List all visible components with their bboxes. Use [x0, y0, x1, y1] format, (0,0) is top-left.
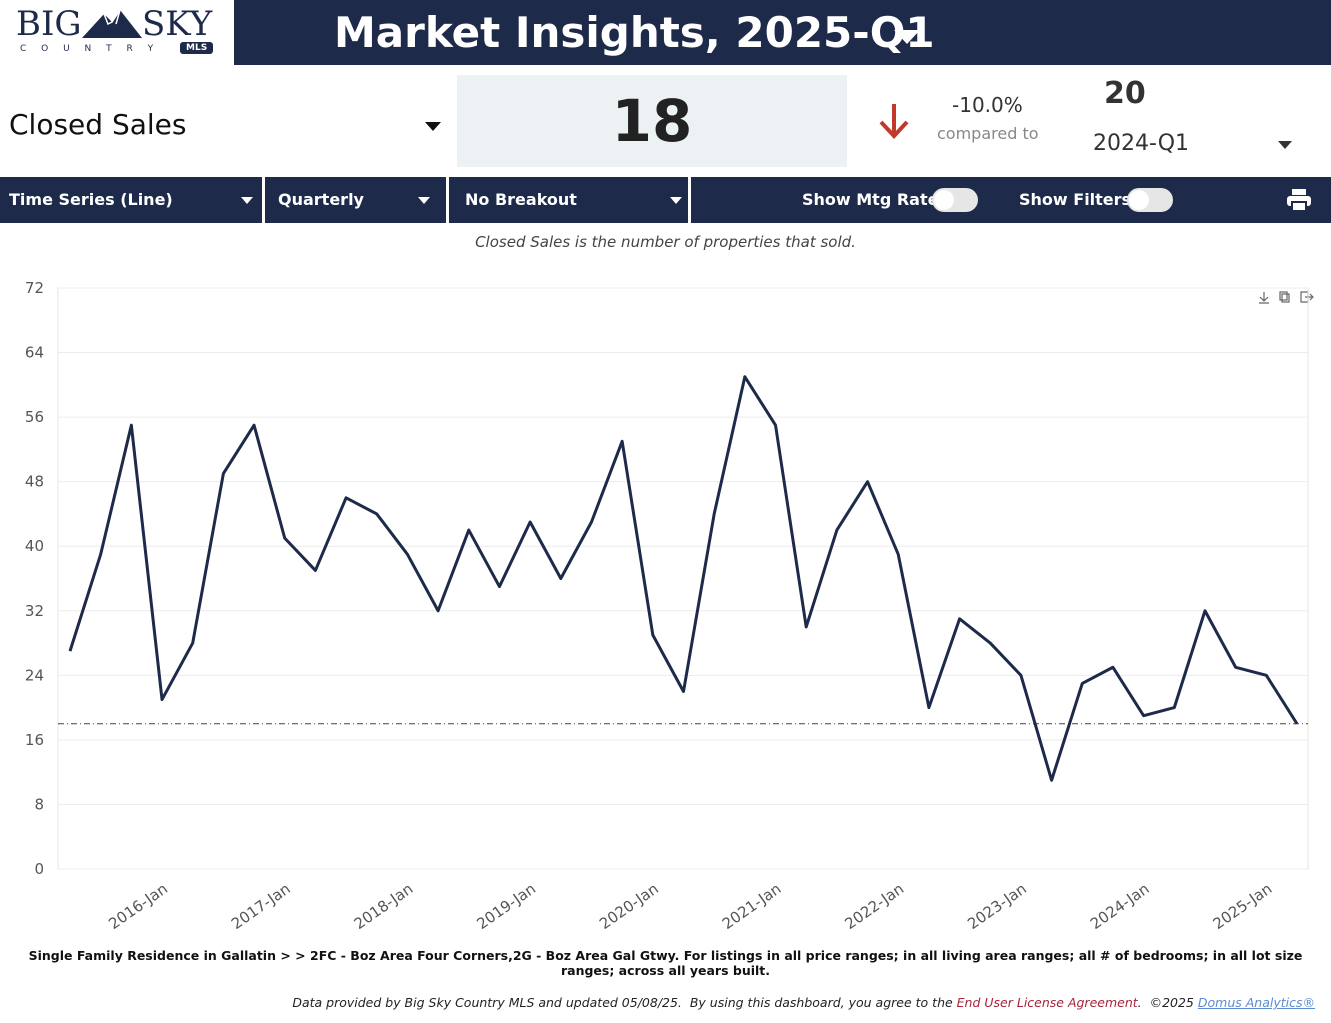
filters-label: Show Filters:: [1019, 190, 1138, 209]
filters-toggle[interactable]: [1127, 188, 1173, 212]
dropdown-caret[interactable]: [894, 30, 920, 44]
x-tick-label: 2020-Jan: [596, 880, 662, 933]
x-tick-label: 2022-Jan: [842, 880, 908, 933]
y-tick-label: 24: [25, 666, 44, 684]
logo-text: MLS: [180, 42, 214, 54]
footer: Data provided by Big Sky Country MLS and…: [292, 995, 1315, 1010]
y-tick-label: 32: [25, 602, 44, 620]
logo: BIG SKY C O U N T R Y MLS: [0, 0, 233, 65]
description: Closed Sales is the number of properties…: [475, 233, 856, 251]
filter-text: Single Family Residence in Gallatin > > …: [28, 948, 1303, 978]
y-tick-label: 48: [25, 473, 44, 491]
dropdown-caret[interactable]: [670, 197, 682, 204]
toolbar: [0, 177, 1331, 223]
change-value: -10.0%: [952, 93, 1023, 117]
logo-text: BIG: [16, 4, 82, 44]
metric-select[interactable]: Closed Sales: [9, 108, 187, 141]
metric-value: 18: [457, 75, 847, 167]
y-tick-label: 56: [25, 408, 44, 426]
compare-value: 20: [1104, 76, 1146, 111]
footer-text: Data provided by Big Sky Country MLS and…: [292, 995, 957, 1010]
domus-link[interactable]: Domus Analytics®: [1197, 995, 1315, 1010]
separator: [688, 177, 691, 223]
header: Market Insights, 2025-Q1: [234, 0, 1331, 65]
y-tick-label: 64: [25, 344, 44, 362]
separator: [262, 177, 265, 223]
chart-type-select[interactable]: Time Series (Line): [9, 190, 173, 209]
plot-area: [57, 287, 1309, 870]
mtg-rate-label: Show Mtg Rate:: [802, 190, 945, 209]
logo-text: C O U N T R Y: [20, 44, 160, 54]
x-tick-label: 2024-Jan: [1087, 880, 1153, 933]
line-series: [68, 375, 1299, 782]
logo-text: SKY: [142, 4, 213, 44]
dropdown-caret[interactable]: [241, 197, 253, 204]
y-tick-label: 72: [25, 279, 44, 297]
chart: 0 8 16 24 32 40 48 56 64 72 2016-Jan 2017-Jan 2018-J…: [25, 279, 1314, 933]
logo-mountain: [82, 9, 142, 38]
x-tick-label: 2017-Jan: [228, 880, 294, 933]
footer-text: . ©2025: [1137, 995, 1198, 1010]
compared-label: compared to: [937, 124, 1039, 143]
dropdown-caret[interactable]: [1278, 141, 1292, 149]
interval-select[interactable]: Quarterly: [278, 190, 364, 209]
x-tick-label: 2018-Jan: [351, 880, 417, 933]
x-tick-label: 2023-Jan: [964, 880, 1030, 933]
breakout-select[interactable]: No Breakout: [465, 190, 577, 209]
x-tick-label: 2016-Jan: [105, 880, 171, 933]
x-tick-label: 2025-Jan: [1210, 880, 1276, 933]
x-tick-label: 2021-Jan: [719, 880, 785, 933]
header-title[interactable]: Market Insights, 2025-Q1: [334, 8, 935, 57]
compare-period[interactable]: 2024-Q1: [1093, 131, 1190, 156]
separator: [446, 177, 449, 223]
x-tick-label: 2019-Jan: [473, 880, 539, 933]
dropdown-caret[interactable]: [425, 122, 441, 131]
down-arrow: [879, 104, 909, 139]
dropdown-caret[interactable]: [418, 197, 430, 204]
y-tick-label: 8: [34, 795, 44, 813]
y-tick-label: 0: [34, 860, 44, 878]
print-icon[interactable]: [1286, 188, 1312, 212]
y-tick-label: 40: [25, 537, 44, 555]
eula-link[interactable]: End User License Agreement: [956, 995, 1138, 1010]
mtg-rate-toggle[interactable]: [932, 188, 978, 212]
modebar: [1259, 291, 1314, 304]
y-tick-label: 16: [25, 731, 44, 749]
